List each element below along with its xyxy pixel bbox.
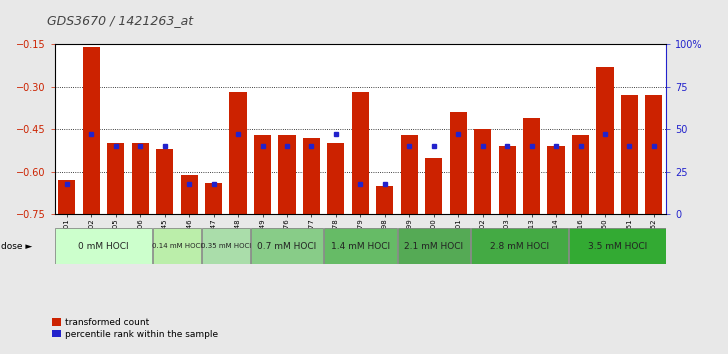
Bar xyxy=(250,228,323,264)
Bar xyxy=(596,67,614,214)
Bar xyxy=(153,228,201,264)
Text: dose ►: dose ► xyxy=(1,241,33,251)
Bar xyxy=(376,186,393,214)
Bar xyxy=(107,143,124,214)
Bar xyxy=(621,95,638,214)
Bar xyxy=(55,228,152,264)
Legend: transformed count, percentile rank within the sample: transformed count, percentile rank withi… xyxy=(52,318,218,339)
Bar xyxy=(645,95,662,214)
Bar xyxy=(400,135,418,214)
Bar xyxy=(547,146,565,214)
Bar xyxy=(352,92,369,214)
Text: 2.1 mM HOCl: 2.1 mM HOCl xyxy=(404,241,463,251)
Bar xyxy=(324,228,397,264)
Bar xyxy=(58,180,76,214)
Bar xyxy=(450,112,467,214)
Text: 0.35 mM HOCl: 0.35 mM HOCl xyxy=(201,243,251,249)
Text: 1.4 mM HOCl: 1.4 mM HOCl xyxy=(331,241,390,251)
Bar xyxy=(229,92,247,214)
Bar xyxy=(181,175,198,214)
Bar xyxy=(523,118,540,214)
Bar xyxy=(474,129,491,214)
Bar xyxy=(425,158,443,214)
Text: 0.7 mM HOCl: 0.7 mM HOCl xyxy=(258,241,317,251)
Text: 0 mM HOCl: 0 mM HOCl xyxy=(78,241,129,251)
Bar xyxy=(572,135,589,214)
Bar xyxy=(569,228,665,264)
Bar xyxy=(156,149,173,214)
Bar xyxy=(499,146,515,214)
Text: GDS3670 / 1421263_at: GDS3670 / 1421263_at xyxy=(47,14,194,27)
Bar xyxy=(83,47,100,214)
Bar xyxy=(202,228,250,264)
Bar xyxy=(303,138,320,214)
Bar xyxy=(397,228,470,264)
Bar xyxy=(254,135,271,214)
Bar xyxy=(278,135,296,214)
Text: 0.14 mM HOCl: 0.14 mM HOCl xyxy=(151,243,202,249)
Bar xyxy=(328,143,344,214)
Bar xyxy=(132,143,149,214)
Text: 2.8 mM HOCl: 2.8 mM HOCl xyxy=(490,241,549,251)
Text: 3.5 mM HOCl: 3.5 mM HOCl xyxy=(587,241,646,251)
Bar xyxy=(205,183,222,214)
Bar xyxy=(471,228,568,264)
